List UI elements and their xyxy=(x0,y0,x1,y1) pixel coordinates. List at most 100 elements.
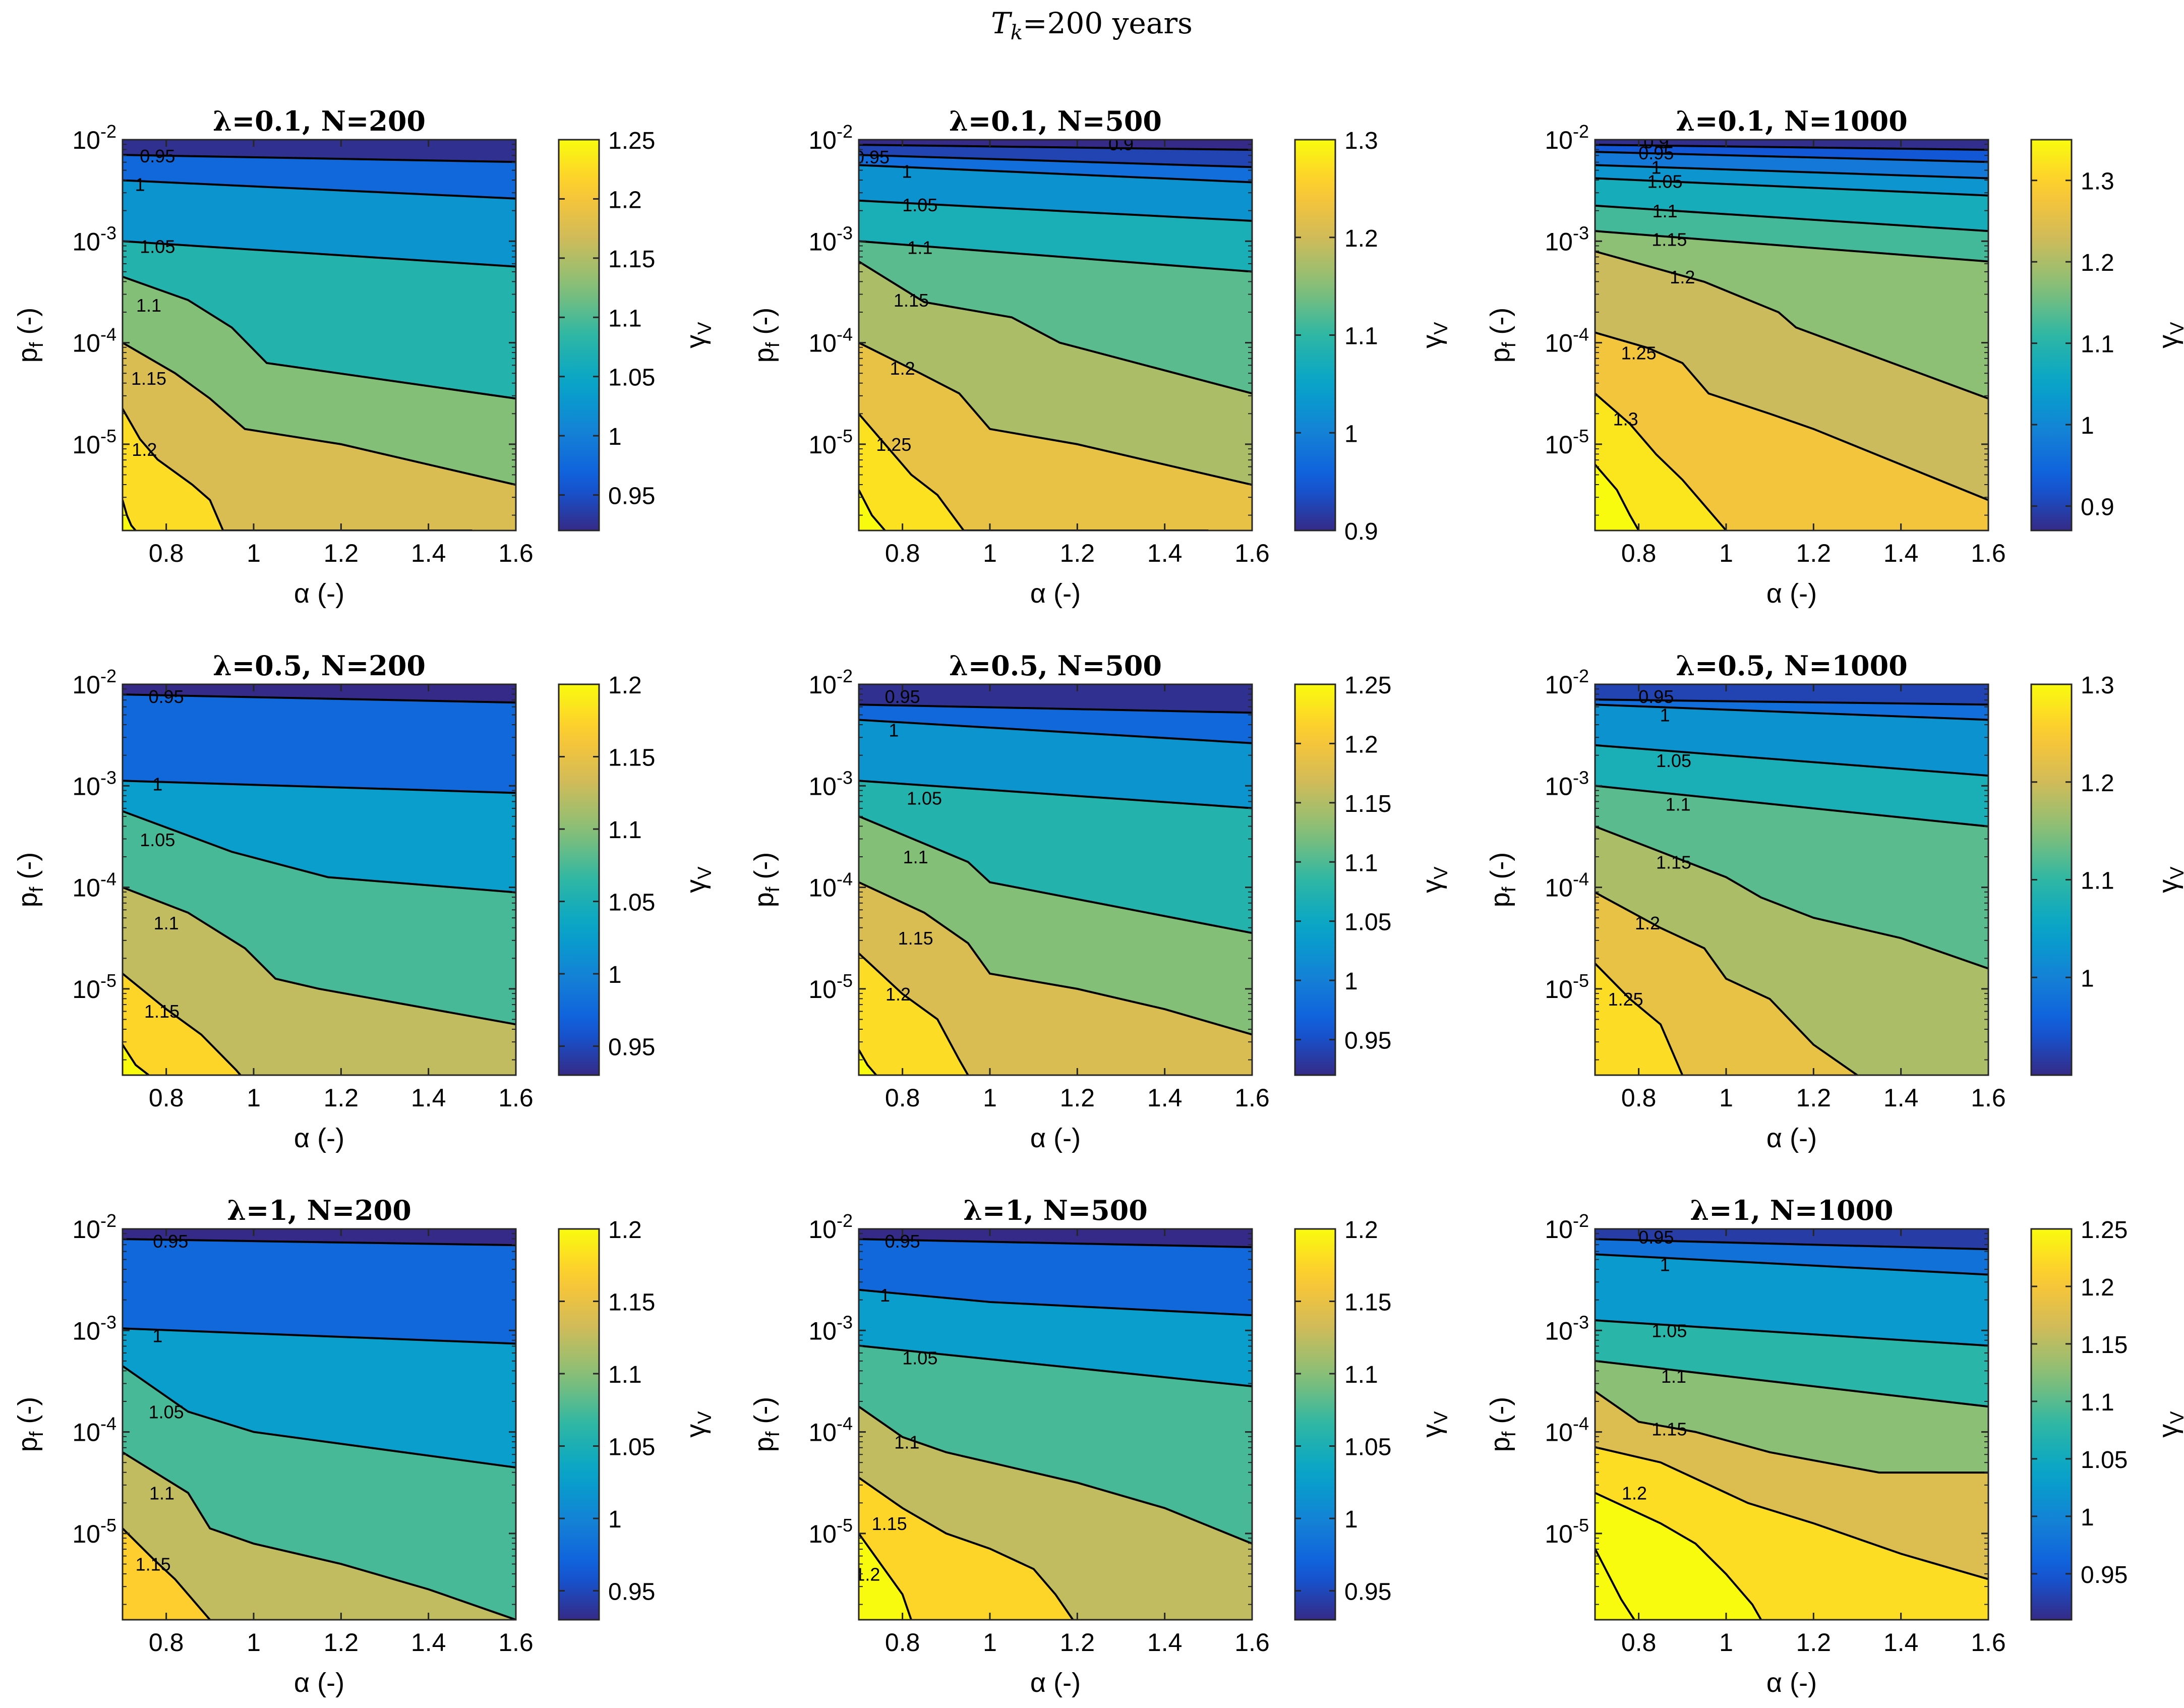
contour-label: 1.2 xyxy=(1635,913,1660,933)
contour-region-1.2 xyxy=(123,1044,149,1075)
contour-label: 1.15 xyxy=(898,928,933,949)
contour-label: 1 xyxy=(135,174,145,195)
colorbar-tick-label: 1.05 xyxy=(2081,1447,2128,1474)
colorbar-tick-label: 1.15 xyxy=(1344,1289,1391,1316)
contour-line-1.35 xyxy=(1595,463,1640,531)
contour-line-1.15 xyxy=(1595,1390,1988,1474)
y-tick-label: 10-4 xyxy=(808,324,853,358)
contour-plot: 0.95 1 1.05 1.1 1.15 1.2 xyxy=(1595,1229,1988,1620)
colorbar-tick-label: 1.3 xyxy=(2081,672,2114,699)
subplot-title: λ=0.5, N=1000 xyxy=(1676,650,1908,682)
contour-label: 0.95 xyxy=(854,147,890,167)
contour-plot: 0.951 1.05 1.1 1.15 1.2 1.25 xyxy=(1595,684,1988,1075)
contour-label: 0.9 xyxy=(1108,134,1134,154)
x-tick-label: 1.4 xyxy=(411,1084,446,1112)
contour-line-1.3 xyxy=(859,489,886,531)
contour-label: 1 xyxy=(1660,704,1670,725)
contour-line-1.25 xyxy=(1595,963,1684,1075)
contour-line-1.1 xyxy=(123,275,516,400)
contour-line-1 xyxy=(1595,164,1988,180)
x-tick-label: 0.8 xyxy=(149,1628,184,1657)
colorbar xyxy=(2030,139,2073,532)
colorbar-tick-label: 1 xyxy=(2081,413,2094,439)
colorbar xyxy=(1294,683,1336,1076)
y-tick-label: 10-4 xyxy=(72,869,116,902)
y-tick-label: 10-3 xyxy=(808,222,853,256)
contour-label: 1.05 xyxy=(1647,171,1683,192)
contour-line-1.25 xyxy=(859,413,1209,531)
contour-label: 1.05 xyxy=(140,830,175,850)
subplot-title: λ=0.1, N=200 xyxy=(213,105,426,137)
contour-label: 1.1 xyxy=(154,913,179,933)
contour-line-1.1 xyxy=(1595,785,1988,828)
colorbar-tick-label: 1.05 xyxy=(1344,909,1391,936)
contour-line-1.2 xyxy=(859,1533,912,1620)
colorbar-label: γV xyxy=(681,866,716,893)
x-tick-label: 1.2 xyxy=(324,1628,359,1657)
axes-box xyxy=(1594,1228,1989,1621)
colorbar-tick-label: 1 xyxy=(2081,965,2094,992)
contour-line-1.1 xyxy=(859,240,1252,273)
colorbar-tick-label: 1 xyxy=(1344,968,1358,995)
contour-line-1.05 xyxy=(123,240,516,268)
x-tick-label: 1 xyxy=(983,1084,997,1112)
contour-label: 1.05 xyxy=(902,1348,937,1369)
contour-line-1 xyxy=(123,179,516,200)
subplot-7: 0.95 1 1.05 1.1 1.15 0.8 1 1.2 1.4 1.6 10-2 10-3 10-… xyxy=(13,1194,716,1698)
x-tick-label: 1.2 xyxy=(1060,539,1095,567)
y-tick-label: 10-2 xyxy=(808,666,853,699)
subplot-title: λ=0.5, N=200 xyxy=(213,650,426,682)
colorbar xyxy=(2030,683,2073,1076)
colorbar-tick-label: 1.2 xyxy=(608,1217,642,1244)
contour-region-1.2 xyxy=(859,953,968,1075)
contour-label: 0.95 xyxy=(153,1231,188,1252)
colorbar-tick-label: 1.25 xyxy=(608,128,655,154)
y-tick-label: 10-4 xyxy=(1545,324,1589,358)
y-tick-label: 10-3 xyxy=(1545,1312,1589,1345)
contour-line-0.95 xyxy=(1595,1238,1988,1251)
contour-line-1.05 xyxy=(123,810,516,894)
contour-label: 1.15 xyxy=(872,1513,907,1534)
y-tick-label: 10-4 xyxy=(72,324,116,358)
y-axis-label: pf (-) xyxy=(13,308,47,363)
contour-region-1.3 xyxy=(1595,393,1726,531)
x-tick-label: 1.2 xyxy=(1060,1084,1095,1112)
contour-line-1.1 xyxy=(123,1451,516,1620)
colorbar-tick-label: 1.05 xyxy=(1344,1434,1391,1461)
contour-label: 1.1 xyxy=(136,295,161,316)
colorbar-tick-label: 0.95 xyxy=(1344,1579,1391,1606)
x-tick-label: 1.2 xyxy=(324,539,359,567)
colorbar-label: γV xyxy=(1417,1411,1452,1438)
colorbar-tick-label: 1.2 xyxy=(2081,250,2114,276)
contour-region-1.35 xyxy=(1595,464,1639,531)
contour-line-1.15 xyxy=(859,260,1252,395)
colorbar-tick-label: 1.15 xyxy=(1344,791,1391,817)
x-axis-label: α (-) xyxy=(1766,1668,1817,1698)
y-tick-label: 10-5 xyxy=(808,970,853,1004)
y-tick-label: 10-3 xyxy=(72,1312,116,1345)
contour-line-0.95 xyxy=(1595,151,1988,163)
contour-line-1.15 xyxy=(123,341,516,486)
contour-line-1.2 xyxy=(859,341,1252,486)
contour-plot: 0.95 1 1.05 1.1 1.15 xyxy=(123,1229,516,1620)
colorbar-tick-label: 0.9 xyxy=(2081,494,2114,521)
colorbar-tick-label: 1.2 xyxy=(1344,1217,1378,1244)
x-tick-label: 1.6 xyxy=(498,1084,534,1112)
y-tick-label: 10-3 xyxy=(808,767,853,800)
x-tick-label: 1 xyxy=(247,1628,261,1657)
contour-line-1 xyxy=(1595,1253,1988,1276)
contour-label: 0.95 xyxy=(140,146,175,166)
colorbar-tick-label: 0.95 xyxy=(608,1034,655,1061)
subplot-4: 0.95 1 1.05 1.1 1.15 0.8 1 1.2 1.4 1.6 10-2 10-3 10-… xyxy=(13,650,716,1153)
contour-region-1.2 xyxy=(859,1533,911,1620)
contour-line-1.15 xyxy=(123,1527,211,1620)
contour-line-1.25 xyxy=(1595,331,1988,501)
y-axis-label: pf (-) xyxy=(749,308,784,363)
contour-region-1.1 xyxy=(123,1452,516,1620)
contour-plot: 0.95 1 1.05 1.1 1.15 1.2 xyxy=(123,140,516,531)
x-tick-label: 1.4 xyxy=(1147,1628,1183,1657)
x-tick-label: 1.4 xyxy=(1883,539,1919,567)
contour-line-1.05 xyxy=(1595,177,1988,197)
contour-line-1.05 xyxy=(859,1344,1252,1387)
x-tick-label: 1.6 xyxy=(1234,1084,1270,1112)
